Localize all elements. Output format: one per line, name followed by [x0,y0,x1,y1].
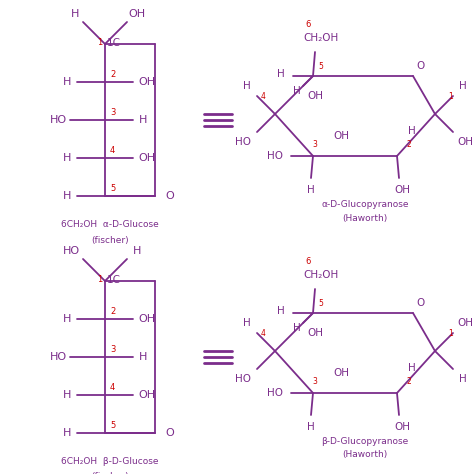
Text: OH: OH [457,318,473,328]
Text: (fischer): (fischer) [91,473,129,474]
Text: 6CH₂OH  β-D-Glucose: 6CH₂OH β-D-Glucose [61,456,159,465]
Text: H: H [277,306,285,316]
Text: H: H [63,153,71,163]
Text: 3: 3 [312,376,318,385]
Text: OH: OH [333,131,349,141]
Text: 4: 4 [110,146,115,155]
Text: 6: 6 [305,256,310,265]
Text: HO: HO [49,115,66,125]
Text: CH₂OH: CH₂OH [303,270,338,280]
Text: 5: 5 [110,183,115,192]
Text: O: O [165,428,174,438]
Text: 4: 4 [261,91,265,100]
Text: H: H [243,318,251,328]
Text: HO: HO [235,137,251,147]
Text: (fischer): (fischer) [91,236,129,245]
Text: 1: 1 [448,328,453,337]
Text: H: H [63,390,71,400]
Text: H: H [408,126,416,136]
Text: H: H [63,77,71,87]
Text: OH: OH [138,77,155,87]
Text: 3: 3 [110,345,115,354]
Text: OH: OH [138,314,155,324]
Text: H: H [133,246,141,256]
Text: OH: OH [394,422,410,432]
Text: H: H [408,363,416,373]
Text: CH₂OH: CH₂OH [303,33,338,43]
Text: OH: OH [307,328,323,338]
Text: 2: 2 [110,70,115,79]
Text: H: H [139,352,147,362]
Text: O: O [165,191,174,201]
Text: OH: OH [128,9,146,19]
Text: 1: 1 [448,91,453,100]
Text: OH: OH [138,153,155,163]
Text: H: H [243,81,251,91]
Text: 4: 4 [261,328,265,337]
Text: H: H [459,81,467,91]
Text: O: O [417,298,425,308]
Text: HO: HO [49,352,66,362]
Text: H: H [293,323,301,333]
Text: H: H [293,86,301,96]
Text: H: H [277,69,285,79]
Text: (Haworth): (Haworth) [342,450,388,459]
Text: 1C: 1C [107,275,121,285]
Text: 6CH₂OH  α-D-Glucose: 6CH₂OH α-D-Glucose [61,219,159,228]
Text: H: H [71,9,79,19]
Text: (Haworth): (Haworth) [342,213,388,222]
Text: H: H [63,314,71,324]
Text: α-D-Glucopyranose: α-D-Glucopyranose [321,200,409,209]
Text: 6: 6 [305,19,310,28]
Text: HO: HO [267,151,283,161]
Text: 1: 1 [97,37,102,46]
Text: H: H [63,428,71,438]
Text: H: H [307,185,315,195]
Text: OH: OH [394,185,410,195]
Text: 5: 5 [319,299,323,308]
Text: 2: 2 [407,376,411,385]
Text: OH: OH [138,390,155,400]
Text: H: H [139,115,147,125]
Text: H: H [63,191,71,201]
Text: OH: OH [307,91,323,101]
Text: OH: OH [333,368,349,378]
Text: HO: HO [235,374,251,384]
Text: HO: HO [267,388,283,398]
Text: HO: HO [63,246,80,256]
Text: 5: 5 [319,62,323,71]
Text: β-D-Glucopyranose: β-D-Glucopyranose [321,437,409,446]
Text: H: H [307,422,315,432]
Text: 2: 2 [407,139,411,148]
Text: H: H [459,374,467,384]
Text: O: O [417,61,425,71]
Text: 4: 4 [110,383,115,392]
Text: 1: 1 [97,274,102,283]
Text: 1C: 1C [107,38,121,48]
Text: OH: OH [457,137,473,147]
Text: 5: 5 [110,420,115,429]
Text: 3: 3 [110,108,115,117]
Text: 3: 3 [312,139,318,148]
Text: 2: 2 [110,307,115,316]
